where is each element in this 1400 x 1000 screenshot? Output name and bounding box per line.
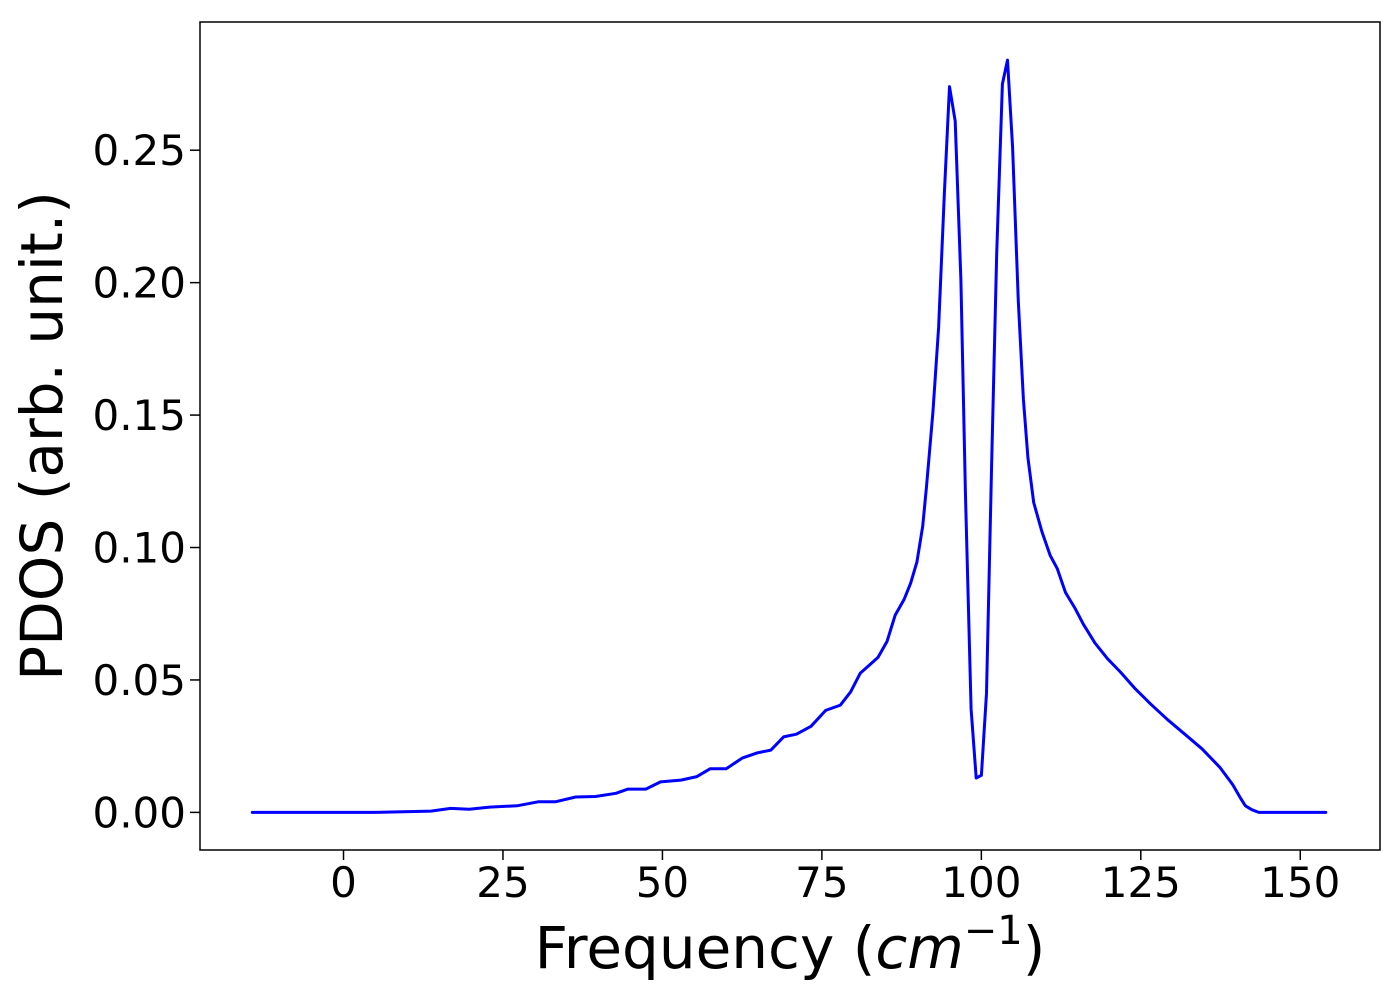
y-tick-label: 0.15 xyxy=(92,391,186,440)
x-tick-label: 0 xyxy=(330,858,357,907)
plot-frame xyxy=(199,21,1381,851)
x-tick-label: 75 xyxy=(795,858,848,907)
y-tick-label: 0.10 xyxy=(92,524,186,573)
x-tick-label: 125 xyxy=(1101,858,1181,907)
x-axis-label-text: Frequency xyxy=(535,914,835,982)
x-axis: 0 25 50 75 100 125 150 xyxy=(330,850,1340,907)
x-tick-label: 25 xyxy=(476,858,529,907)
x-tick-label: 100 xyxy=(941,858,1021,907)
x-axis-label-close-paren: ) xyxy=(1023,914,1046,982)
y-axis: 0.00 0.05 0.10 0.15 0.20 0.25 xyxy=(92,126,200,837)
series-line-0 xyxy=(250,58,1328,814)
y-tick-label: 0.00 xyxy=(92,788,186,837)
y-axis-label: PDOS (arb. unit.) xyxy=(8,191,76,681)
x-axis-label-unit: cm xyxy=(875,914,963,982)
y-tick-label: 0.25 xyxy=(92,126,186,175)
x-tick-label: 50 xyxy=(636,858,689,907)
y-tick-label: 0.20 xyxy=(92,259,186,308)
plot-series xyxy=(250,58,1328,814)
x-tick-label: 150 xyxy=(1260,858,1340,907)
x-axis-label: Frequency (cm−1) xyxy=(535,908,1046,982)
y-tick-label: 0.05 xyxy=(92,656,186,705)
x-axis-label-open-paren: ( xyxy=(834,914,875,982)
x-axis-label-unit-exponent: −1 xyxy=(964,908,1023,954)
